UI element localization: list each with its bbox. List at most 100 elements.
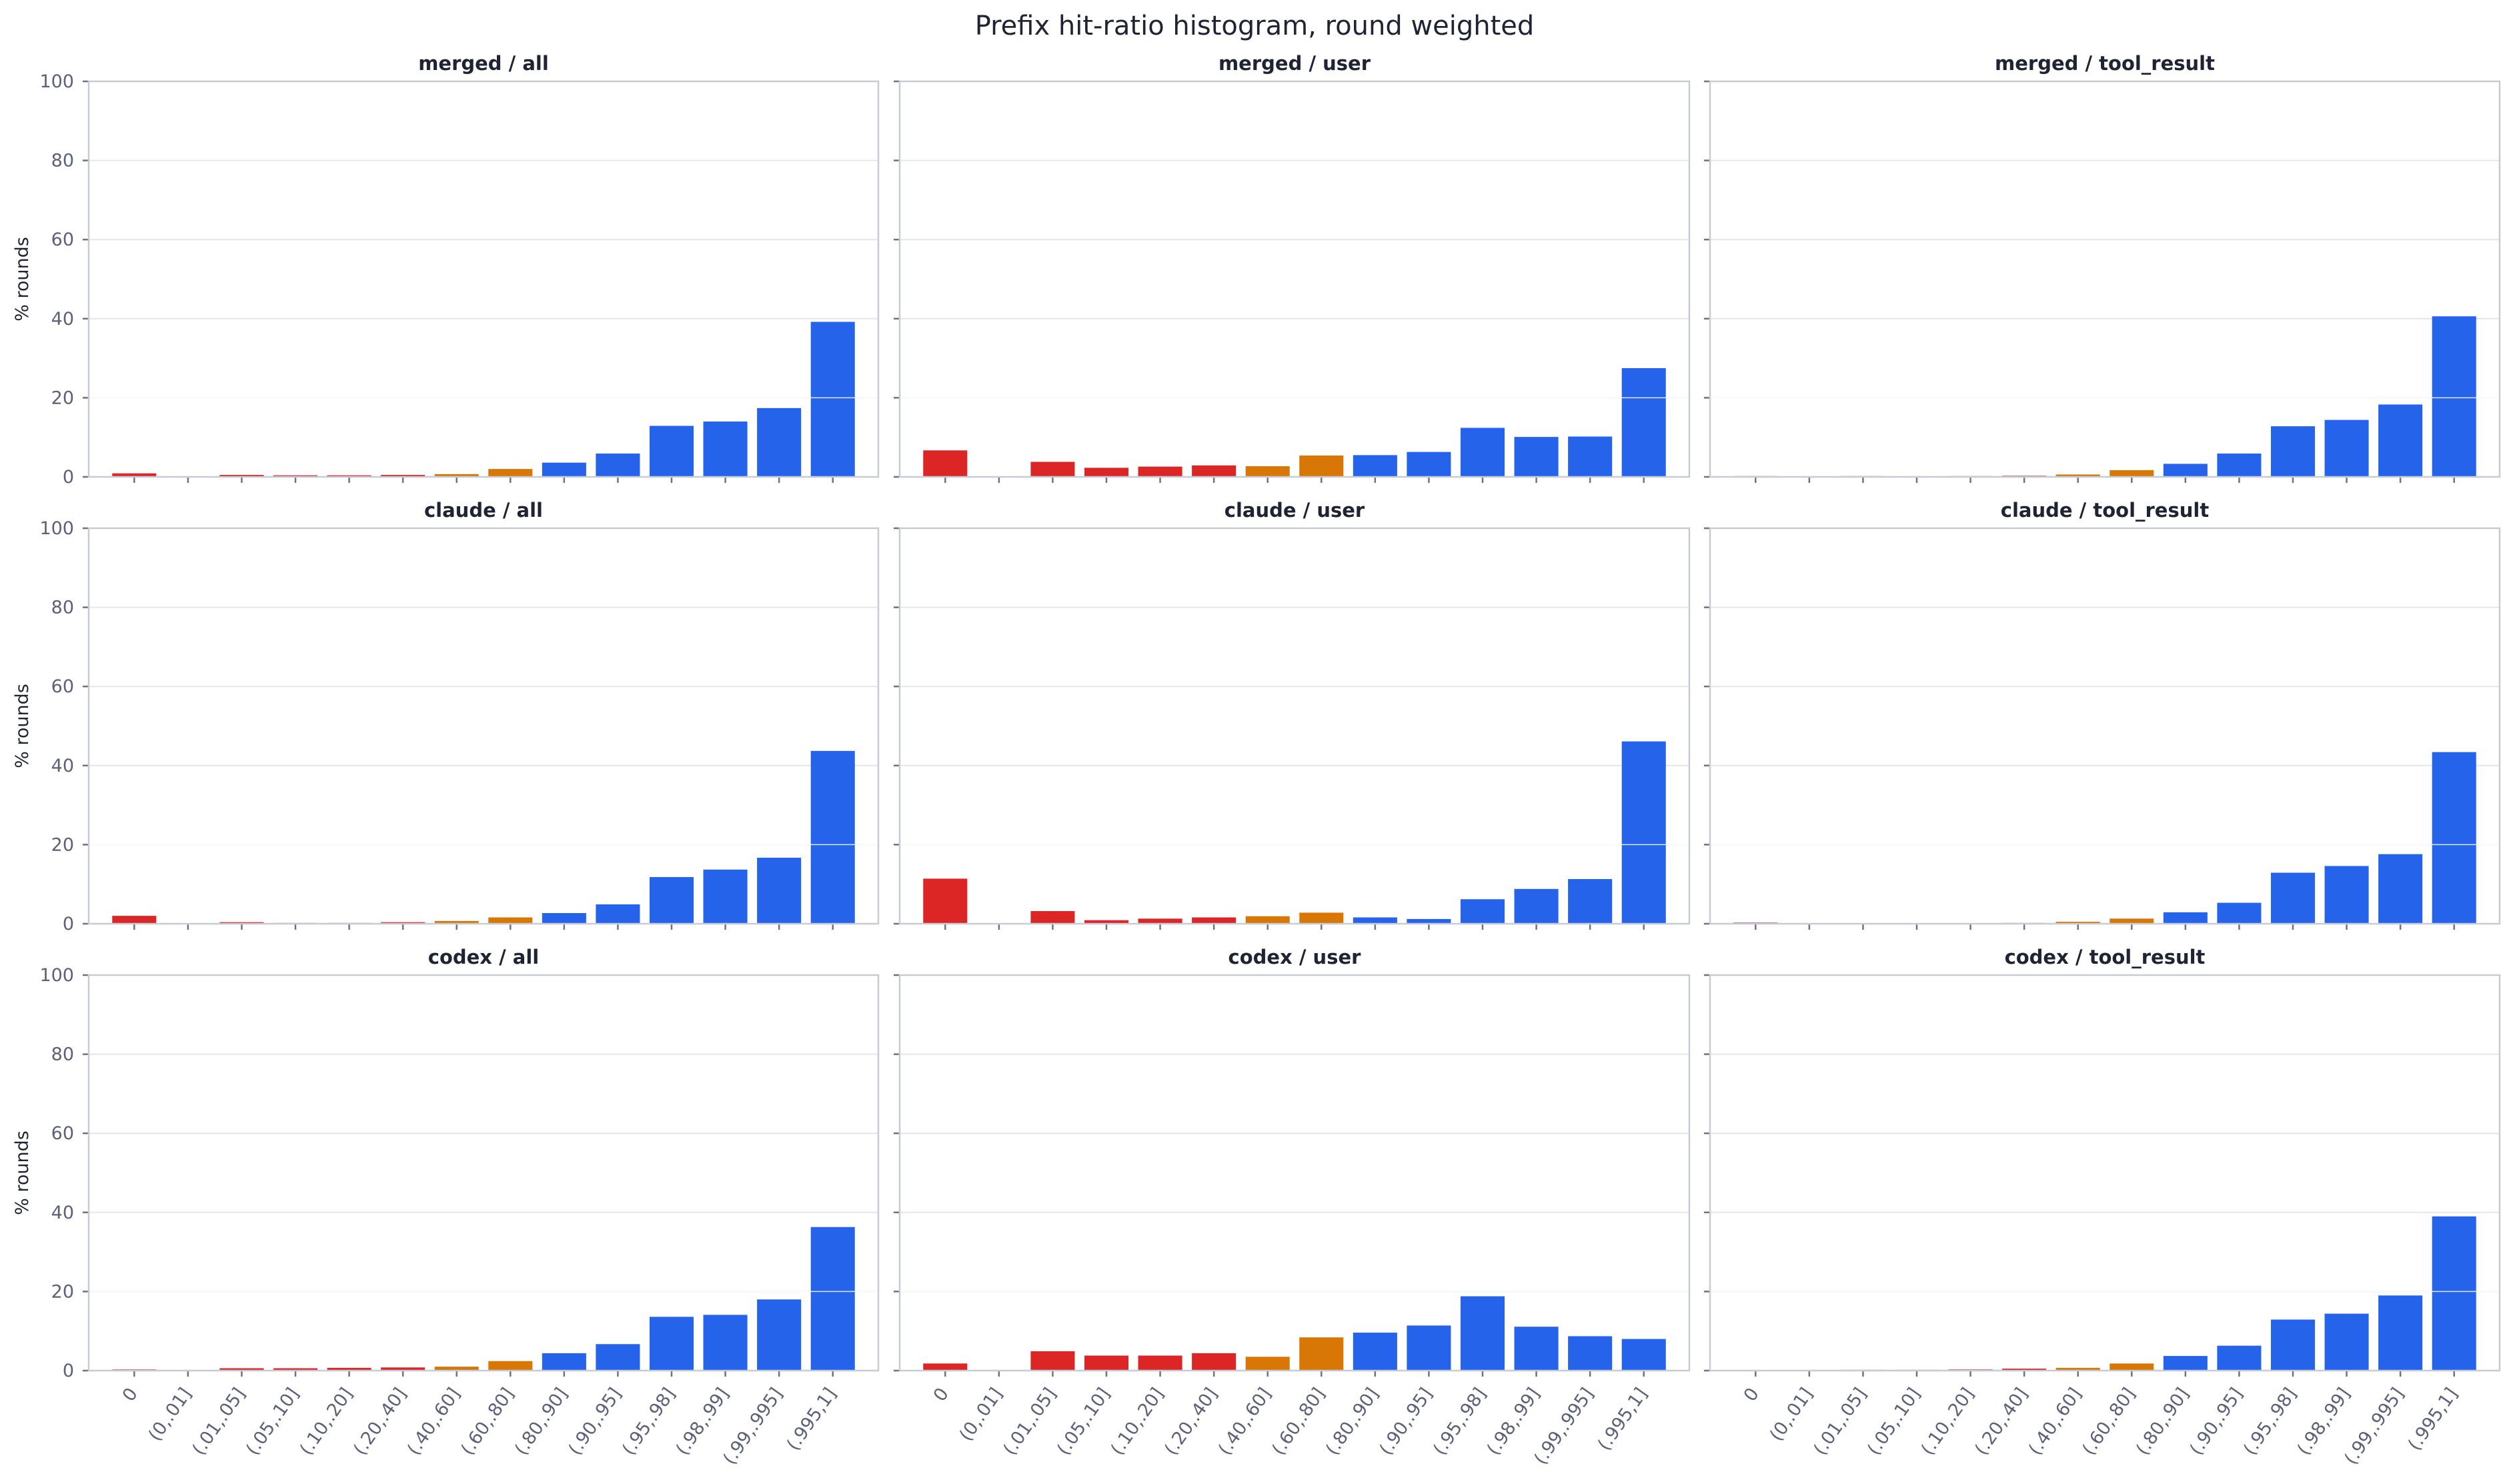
bar: [2378, 854, 2423, 924]
bar: [1621, 367, 1666, 477]
y-tick-label: 20: [51, 1281, 74, 1302]
bar: [1407, 1325, 1451, 1371]
bar: [112, 473, 157, 477]
bar: [1299, 912, 1344, 924]
bar: [542, 912, 586, 924]
bar: [923, 1363, 968, 1371]
bar: [2324, 1313, 2369, 1371]
bar: [2270, 1319, 2316, 1371]
panel-title: codex / user: [1228, 946, 1362, 968]
bar: [1514, 1327, 1559, 1371]
bar: [2432, 316, 2476, 477]
bar: [810, 1227, 855, 1371]
plot-area: [900, 81, 1689, 477]
bar: [2110, 470, 2154, 477]
bar: [1460, 1296, 1505, 1371]
bar: [649, 1317, 694, 1371]
bar: [2163, 912, 2208, 924]
bar: [2270, 426, 2316, 477]
y-tick-label: 40: [51, 756, 74, 776]
bar: [810, 750, 855, 924]
bar: [1407, 452, 1451, 477]
bar: [2002, 1369, 2047, 1371]
panel-title: claude / tool_result: [2001, 499, 2210, 522]
bar: [2055, 474, 2100, 477]
bar: [542, 1353, 586, 1371]
bar: [2432, 1216, 2476, 1371]
bar: [757, 857, 802, 924]
panel-title: claude / all: [424, 499, 543, 522]
y-tick-label: 40: [51, 309, 74, 329]
y-tick-label: 60: [51, 676, 74, 697]
bar: [434, 920, 479, 924]
y-tick-label: 20: [51, 834, 74, 855]
bar: [703, 1315, 748, 1371]
plot-frame: [898, 974, 1691, 1372]
bar: [649, 426, 694, 477]
bar: [810, 321, 855, 477]
bar: [1568, 878, 1613, 924]
bar: [1084, 1355, 1129, 1371]
plot-area: [1710, 81, 2500, 477]
bar: [2163, 464, 2208, 477]
panel-title: codex / tool_result: [2005, 946, 2206, 968]
y-tick-label: 0: [63, 914, 74, 934]
plot-area: [1710, 975, 2500, 1371]
bar: [1299, 455, 1344, 477]
plot-frame: [1709, 80, 2501, 478]
bar: [757, 408, 802, 477]
plot-frame: [87, 527, 880, 925]
plot-frame: [898, 527, 1691, 925]
plot-frame: [87, 974, 880, 1372]
bar: [1030, 911, 1075, 924]
bar: [112, 916, 157, 924]
plot-area: [900, 975, 1689, 1371]
bar: [1353, 1333, 1397, 1371]
bar: [923, 450, 968, 477]
bar: [596, 904, 640, 924]
y-tick-label: 40: [51, 1203, 74, 1223]
bar: [2270, 872, 2316, 924]
bar: [1460, 899, 1505, 924]
bar: [434, 474, 479, 477]
bar: [2217, 454, 2262, 477]
bar: [649, 877, 694, 924]
bar: [434, 1367, 479, 1371]
panel-7: 0 (0,.01](.01,.05](.05,.10](.10,.20](.20,…: [894, 946, 1691, 1469]
panel-title: claude / user: [1224, 499, 1365, 522]
bar: [2324, 866, 2369, 924]
plot-frame: [87, 80, 880, 478]
bar: [2217, 902, 2262, 924]
plot-frame: [1709, 974, 2501, 1372]
bar: [381, 475, 426, 477]
bar: [2432, 752, 2476, 924]
bar: [2217, 1345, 2262, 1371]
bar: [1514, 888, 1559, 924]
bar: [2378, 1295, 2423, 1371]
bar: [1084, 920, 1129, 924]
bar: [488, 469, 533, 477]
y-tick-label: 80: [51, 151, 74, 171]
bar: [703, 421, 748, 477]
bar: [381, 1367, 426, 1371]
bar: [2055, 1367, 2100, 1371]
bar: [219, 1368, 264, 1371]
bar: [2055, 922, 2100, 924]
y-tick-label: 100: [39, 518, 74, 539]
bar: [1621, 741, 1666, 924]
bar: [1192, 1353, 1236, 1371]
bar: [1138, 1355, 1182, 1371]
bar: [1192, 465, 1236, 477]
bar: [757, 1299, 802, 1371]
panel-title: codex / all: [428, 946, 539, 968]
bar: [488, 917, 533, 924]
panel-title: merged / tool_result: [1995, 52, 2215, 75]
bar: [219, 475, 264, 477]
bar: [1407, 918, 1451, 924]
panel-5: claude / tool_result: [1704, 499, 2501, 930]
panel-0: 0 20 40 60 80 100 % rounds merged / all: [12, 52, 880, 488]
bar: [1138, 466, 1182, 477]
y-tick-label: 20: [51, 388, 74, 408]
bar: [596, 1344, 640, 1371]
